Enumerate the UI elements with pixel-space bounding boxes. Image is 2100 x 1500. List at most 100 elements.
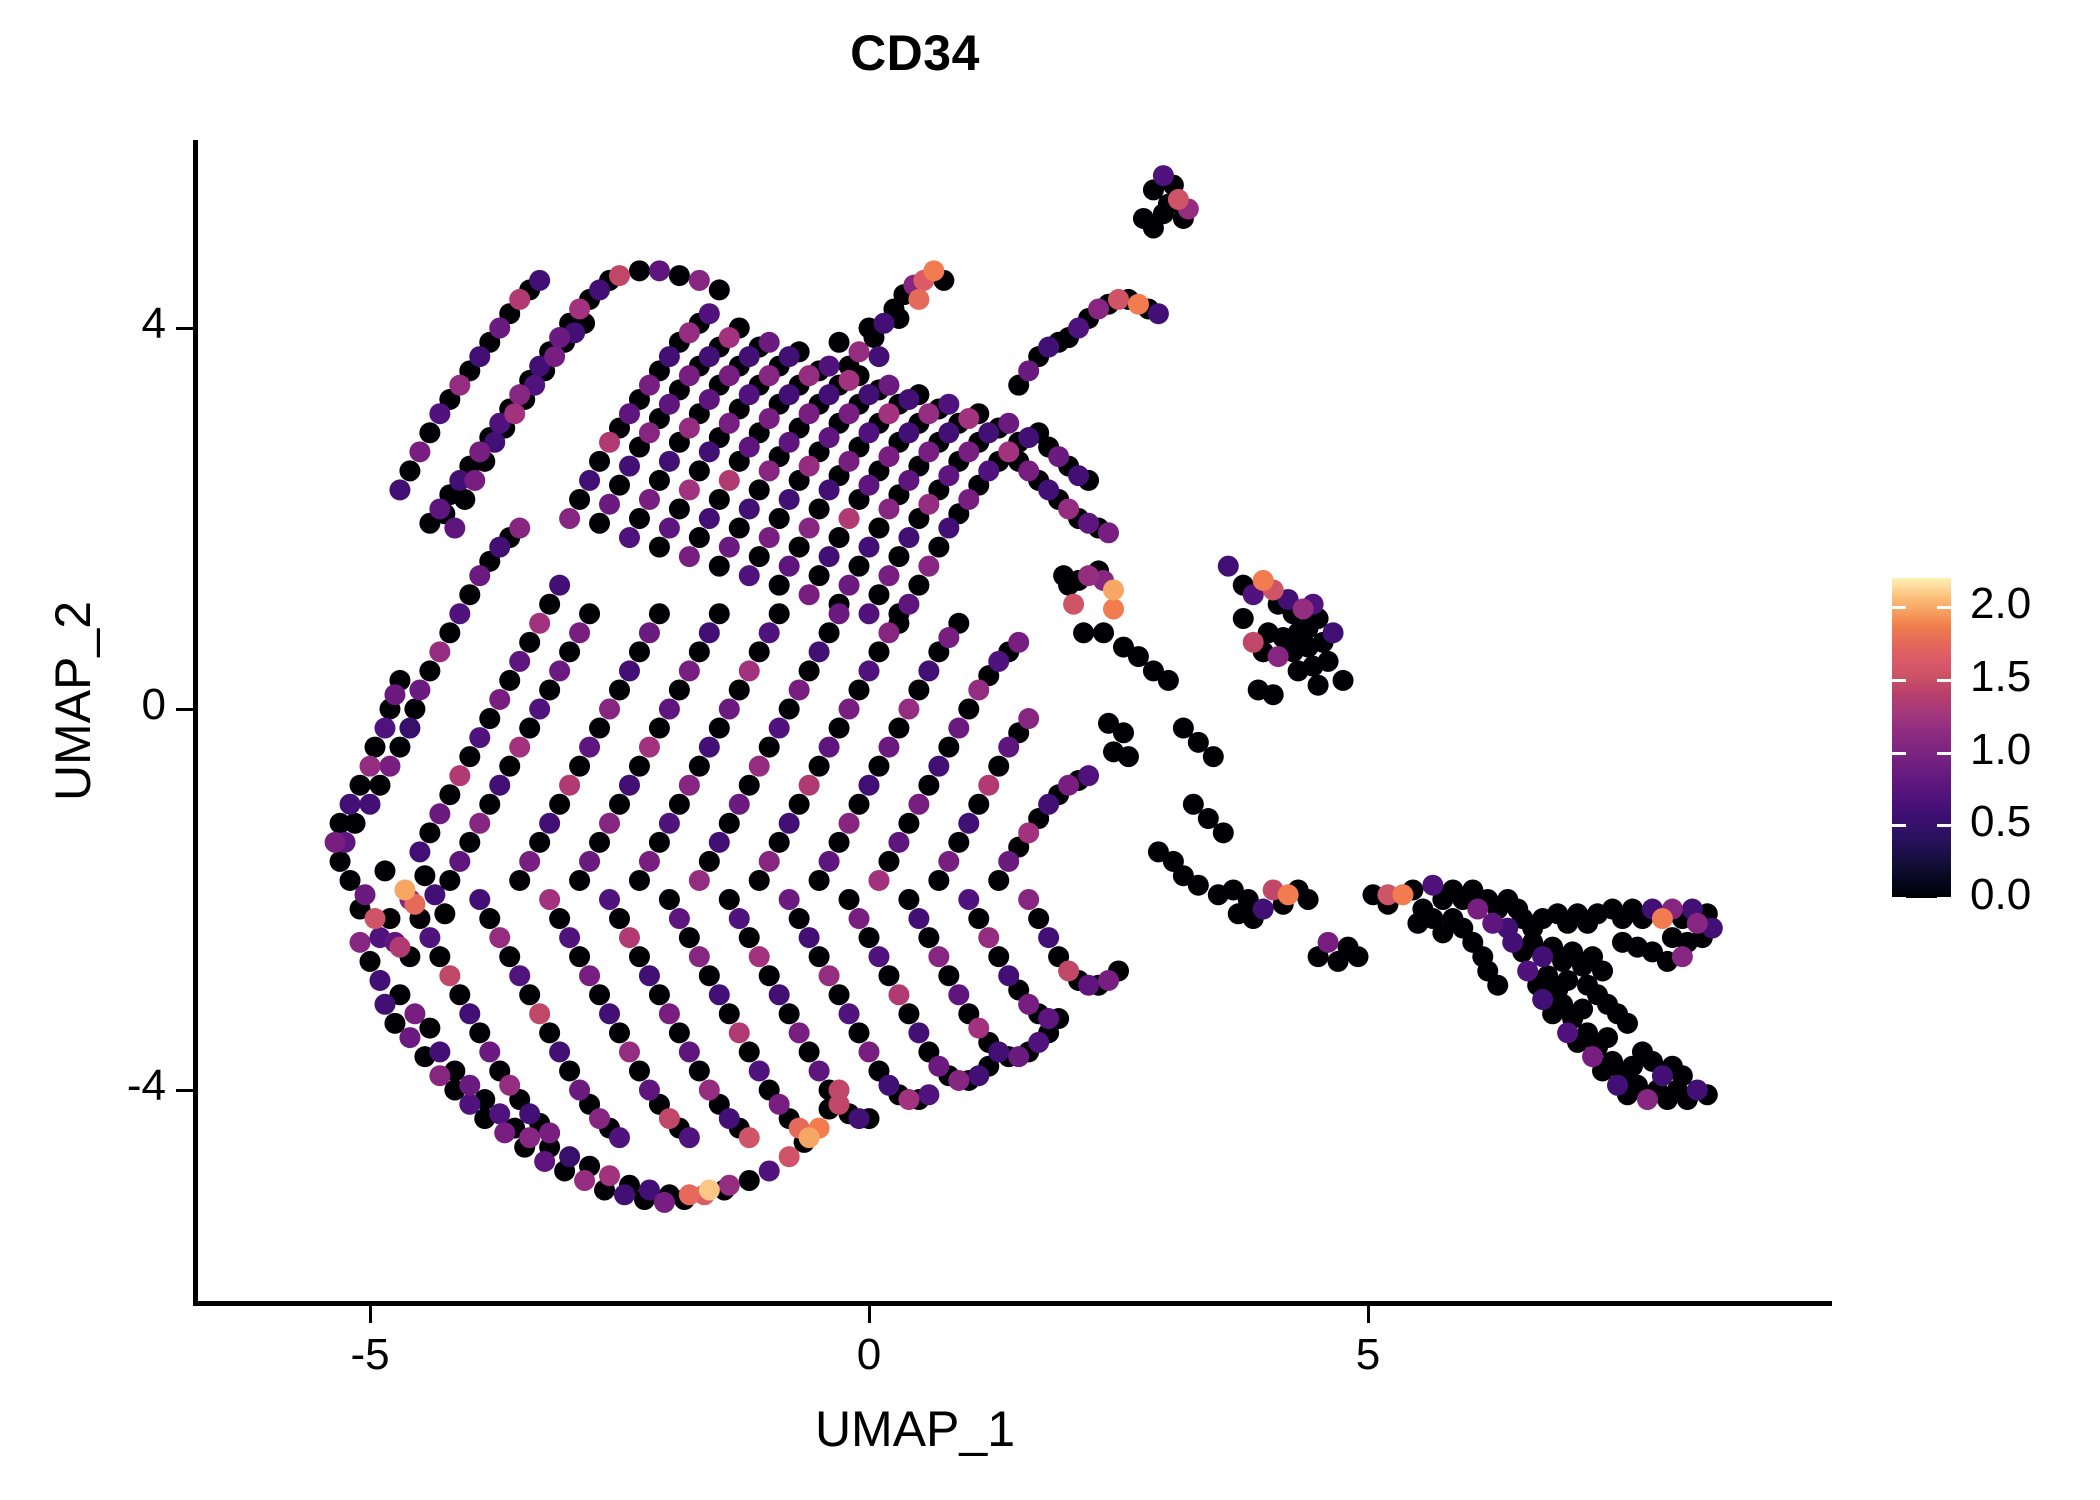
scatter-point bbox=[439, 965, 461, 987]
scatter-point bbox=[1631, 1041, 1653, 1063]
scatter-point bbox=[569, 1079, 591, 1101]
y-tick-mark bbox=[176, 327, 193, 330]
scatter-point bbox=[888, 546, 910, 568]
scatter-point bbox=[868, 346, 890, 368]
scatter-point bbox=[1167, 188, 1189, 210]
scatter-point bbox=[678, 1041, 700, 1063]
scatter-point bbox=[618, 1041, 640, 1063]
scatter-point bbox=[768, 831, 790, 853]
scatter-point bbox=[399, 717, 421, 739]
scatter-point bbox=[1607, 1074, 1628, 1096]
scatter-point bbox=[768, 603, 790, 625]
scatter-point bbox=[648, 536, 670, 558]
scatter-point bbox=[1058, 574, 1080, 596]
scatter-point bbox=[409, 679, 431, 701]
scatter-point bbox=[549, 908, 571, 930]
scatter-point bbox=[748, 755, 770, 777]
scatter-point bbox=[1103, 741, 1125, 763]
scatter-point bbox=[489, 774, 511, 796]
scatter-point bbox=[364, 908, 386, 930]
scatter-point bbox=[698, 346, 720, 368]
scatter-point bbox=[828, 331, 850, 353]
scatter-point bbox=[569, 622, 591, 644]
scatter-point bbox=[1611, 931, 1633, 953]
scatter-point bbox=[778, 889, 800, 910]
scatter-point bbox=[519, 1103, 541, 1125]
scatter-point bbox=[489, 688, 511, 710]
scatter-point bbox=[613, 1184, 635, 1206]
scatter-point bbox=[459, 746, 481, 768]
scatter-point bbox=[998, 441, 1020, 463]
scatter-point bbox=[459, 1093, 481, 1115]
scatter-point bbox=[1058, 498, 1080, 520]
scatter-point bbox=[449, 603, 471, 625]
scatter-point bbox=[519, 850, 541, 872]
scatter-point bbox=[628, 641, 650, 663]
scatter-point bbox=[908, 908, 930, 930]
scatter-point bbox=[1038, 1008, 1060, 1030]
scatter-point bbox=[738, 660, 760, 682]
colorbar-tick-label: 1.5 bbox=[1970, 651, 2032, 701]
scatter-point bbox=[898, 527, 920, 549]
scatter-point bbox=[1018, 993, 1040, 1015]
scatter-point bbox=[599, 431, 621, 453]
scatter-point bbox=[638, 965, 660, 987]
scatter-point bbox=[798, 365, 820, 387]
scatter-point bbox=[499, 946, 521, 968]
scatter-point bbox=[848, 679, 870, 701]
scatter-point bbox=[419, 1017, 441, 1039]
scatter-point bbox=[429, 1065, 451, 1087]
scatter-point bbox=[1078, 512, 1100, 534]
scatter-point bbox=[898, 1003, 920, 1025]
scatter-point bbox=[339, 793, 361, 815]
scatter-point bbox=[574, 1169, 596, 1191]
scatter-point bbox=[494, 1122, 516, 1144]
scatter-point bbox=[369, 774, 391, 796]
scatter-point bbox=[668, 908, 690, 930]
scatter-point bbox=[384, 1012, 406, 1034]
scatter-point bbox=[569, 755, 591, 777]
y-axis-line bbox=[193, 140, 198, 1306]
scatter-point bbox=[549, 1041, 571, 1063]
x-axis-line bbox=[193, 1301, 1832, 1306]
scatter-point bbox=[818, 355, 840, 377]
colorbar-gradient bbox=[1892, 578, 1951, 898]
scatter-point bbox=[1058, 960, 1080, 982]
scatter-point bbox=[1422, 874, 1444, 896]
scatter-point bbox=[658, 1003, 680, 1025]
scatter-point bbox=[638, 422, 660, 444]
scatter-point bbox=[828, 603, 850, 625]
scatter-point bbox=[708, 279, 730, 301]
y-tick-label: -4 bbox=[126, 1061, 166, 1110]
scatter-point bbox=[898, 1089, 920, 1111]
scatter-point bbox=[898, 593, 920, 615]
scatter-point bbox=[559, 774, 581, 796]
scatter-point bbox=[374, 860, 396, 882]
scatter-point bbox=[828, 984, 850, 1006]
scatter-point bbox=[778, 555, 800, 577]
scatter-point bbox=[848, 1108, 870, 1130]
scatter-points-layer bbox=[324, 165, 1723, 1213]
scatter-point bbox=[788, 793, 810, 815]
scatter-point bbox=[858, 536, 880, 558]
x-tick-label: 5 bbox=[1355, 1330, 1381, 1379]
scatter-point bbox=[519, 1127, 541, 1149]
scatter-point bbox=[628, 508, 650, 529]
scatter-point bbox=[339, 869, 361, 891]
scatter-point bbox=[918, 493, 940, 515]
scatter-point bbox=[559, 641, 581, 663]
scatter-point bbox=[718, 365, 740, 387]
scatter-point bbox=[658, 517, 680, 539]
scatter-point bbox=[868, 946, 890, 968]
scatter-point bbox=[544, 346, 566, 368]
scatter-point bbox=[609, 1022, 630, 1044]
scatter-point bbox=[529, 269, 551, 291]
y-axis-label: UMAP_2 bbox=[45, 600, 101, 802]
scatter-point bbox=[848, 908, 870, 930]
scatter-point bbox=[1018, 822, 1040, 844]
colorbar-legend: 2.0 1.5 1.0 0.5 0.0 bbox=[1892, 578, 2092, 919]
scatter-point bbox=[738, 498, 760, 520]
scatter-point bbox=[858, 927, 880, 949]
scatter-point bbox=[1307, 674, 1329, 696]
